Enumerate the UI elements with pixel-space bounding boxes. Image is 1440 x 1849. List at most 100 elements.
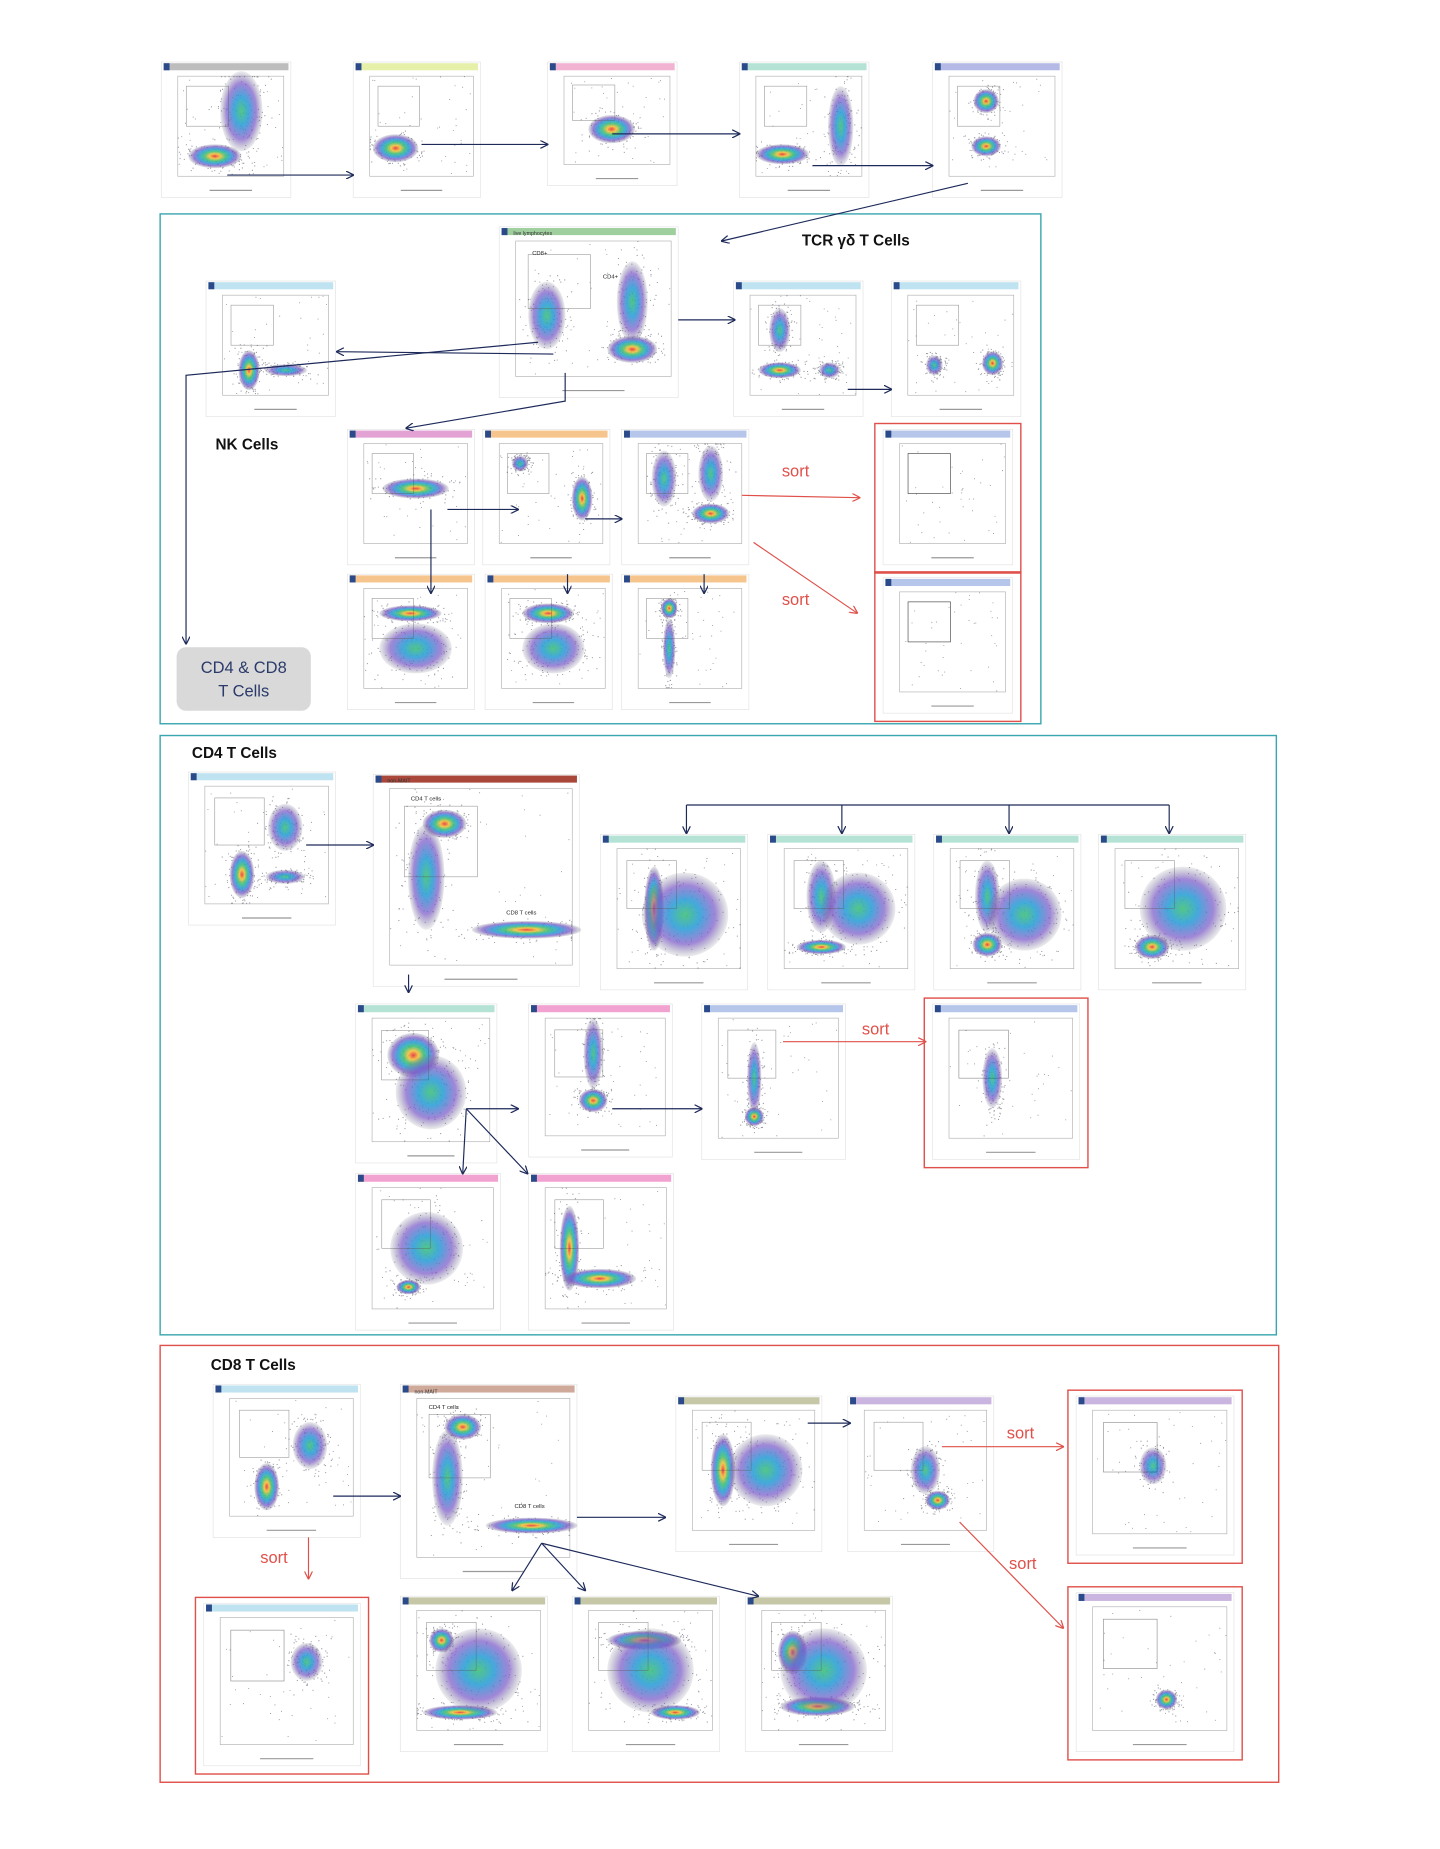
plot-panel xyxy=(1067,1389,1243,1564)
header-icon xyxy=(735,282,742,290)
header-icon xyxy=(602,835,609,843)
header-icon xyxy=(402,1385,409,1393)
plot-panel xyxy=(847,1395,995,1552)
density-blob xyxy=(607,1628,694,1713)
density-blob xyxy=(511,455,529,472)
density-blob xyxy=(755,144,809,165)
panel-bg xyxy=(372,774,580,987)
plot-panel xyxy=(482,429,611,566)
density-blob xyxy=(471,920,582,939)
gate xyxy=(230,304,274,346)
density-blob xyxy=(758,362,801,379)
gate xyxy=(907,453,951,494)
panel-header xyxy=(487,575,610,583)
plot-area xyxy=(717,1017,839,1139)
density-blob xyxy=(972,932,1003,957)
arrows xyxy=(186,134,1169,1628)
panel-bg xyxy=(890,280,1022,417)
density-blob xyxy=(744,1106,764,1127)
plot-area xyxy=(637,443,743,544)
density-blob xyxy=(220,71,263,152)
panel-header xyxy=(402,1385,575,1393)
panel-header xyxy=(1100,835,1244,843)
density-blob xyxy=(522,603,575,624)
plot-panel xyxy=(399,1595,548,1752)
density-blob xyxy=(663,618,676,679)
plot-area xyxy=(363,443,468,544)
panel-header xyxy=(624,430,747,438)
header-icon xyxy=(893,282,900,290)
arrow xyxy=(722,182,968,241)
density-blob xyxy=(698,445,724,502)
plot-area xyxy=(692,1409,816,1531)
plot-area xyxy=(416,1610,541,1731)
plot-area xyxy=(544,1017,666,1137)
plot-panel xyxy=(874,422,1022,574)
gate xyxy=(572,84,616,121)
header-icon xyxy=(1100,835,1107,843)
panel-header xyxy=(402,1597,546,1605)
density-blob xyxy=(971,136,1001,157)
panel-header xyxy=(602,835,746,843)
density-blob xyxy=(267,803,303,851)
density-blob xyxy=(379,623,452,674)
plot-panel xyxy=(352,61,481,198)
header-icon xyxy=(741,63,748,71)
density-blob xyxy=(780,1628,867,1713)
gate xyxy=(371,453,414,494)
plot-panel xyxy=(160,61,292,198)
density-blob xyxy=(796,939,846,955)
plot-area xyxy=(515,240,672,377)
density-blob xyxy=(395,1055,467,1130)
arrow xyxy=(741,495,860,497)
plot-panel xyxy=(701,1003,846,1160)
density-blob xyxy=(372,134,419,163)
plot-panel xyxy=(528,1003,673,1158)
header-icon xyxy=(190,773,197,781)
density-blob xyxy=(292,1421,328,1470)
box-label: T Cells xyxy=(218,683,269,701)
gate xyxy=(873,1421,924,1471)
panel-header xyxy=(355,63,479,71)
panel-header xyxy=(349,575,473,583)
gate xyxy=(509,598,552,639)
panel-header xyxy=(934,63,1060,71)
cd4-cd8-box xyxy=(176,647,311,711)
gate xyxy=(915,304,959,346)
plot-area xyxy=(371,1187,494,1310)
panel-header xyxy=(206,1604,358,1612)
panel-bg xyxy=(882,429,1013,566)
density-blob xyxy=(607,335,658,363)
gate-label: CD8+ xyxy=(532,251,548,257)
plot-area xyxy=(416,1398,571,1558)
density-blob xyxy=(563,1268,637,1289)
gate xyxy=(507,453,550,494)
header-icon xyxy=(355,63,362,71)
plot-area xyxy=(949,848,1075,969)
header-icon xyxy=(208,282,215,290)
gate xyxy=(214,797,265,846)
header-icon xyxy=(531,1005,537,1013)
header-icon xyxy=(574,1597,581,1605)
plot-panel xyxy=(498,226,679,398)
panel-bg xyxy=(701,1003,846,1160)
section-title: NK Cells xyxy=(215,436,278,453)
plot-panel xyxy=(212,1383,361,1538)
density-blob xyxy=(821,872,896,945)
density-blob xyxy=(229,850,255,899)
header-icon xyxy=(770,835,776,843)
panel-bg xyxy=(205,280,336,417)
plot-area xyxy=(563,75,671,165)
density-blob xyxy=(925,355,943,376)
section-title: CD4 T Cells xyxy=(192,745,277,762)
density-blob xyxy=(616,261,648,343)
plot-panel xyxy=(1098,834,1247,991)
gate xyxy=(1124,860,1175,909)
panel-header xyxy=(1078,1397,1232,1405)
gate xyxy=(371,598,414,639)
gate-label: CD8 T cells xyxy=(515,1504,545,1510)
plot-panel xyxy=(739,61,870,198)
density-blob xyxy=(660,598,678,619)
panel-bg xyxy=(203,1602,361,1767)
